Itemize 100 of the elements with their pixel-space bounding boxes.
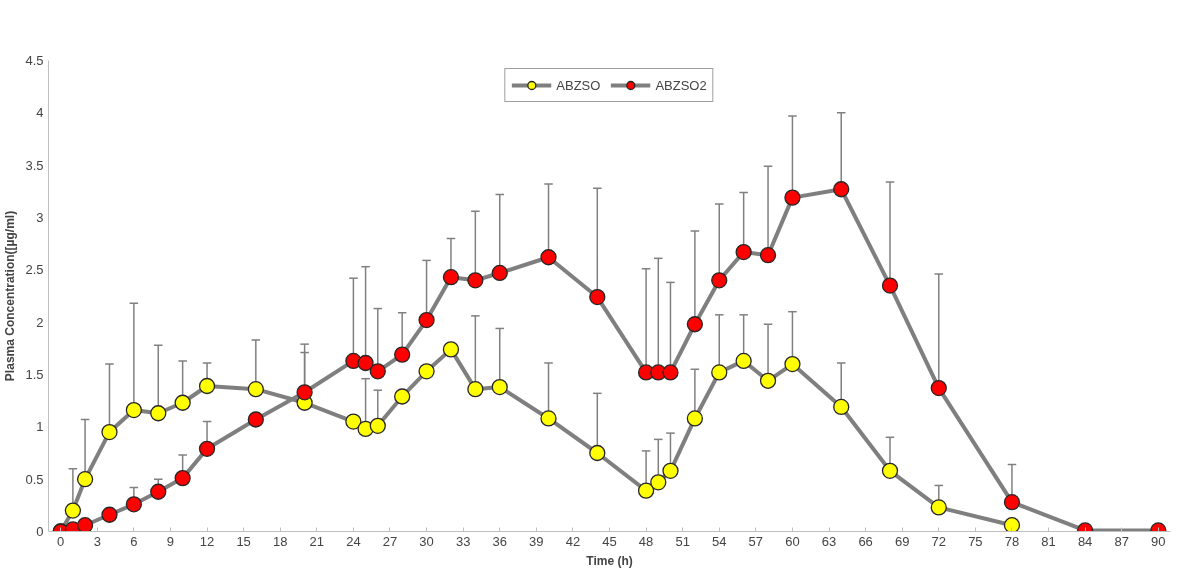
x-tick-label: 0 bbox=[57, 533, 65, 549]
x-tick-label: 15 bbox=[236, 533, 251, 549]
x-tick-label: 48 bbox=[638, 533, 654, 549]
x-tick-label: 33 bbox=[455, 533, 471, 549]
point bbox=[64, 502, 82, 519]
point bbox=[637, 482, 655, 499]
point bbox=[930, 499, 947, 516]
point bbox=[418, 363, 435, 380]
point bbox=[442, 269, 460, 286]
x-tick-label: 30 bbox=[419, 533, 434, 549]
y-axis-title: Plasma Concentration([µg/ml) bbox=[3, 210, 18, 382]
point bbox=[589, 444, 606, 462]
point bbox=[735, 243, 752, 261]
y-tick-label: 0.5 bbox=[25, 471, 44, 487]
point bbox=[394, 388, 411, 405]
x-tick-label: 36 bbox=[492, 533, 507, 549]
point bbox=[174, 469, 191, 487]
x-tick-label: 9 bbox=[166, 533, 175, 549]
x-tick-label: 12 bbox=[199, 533, 215, 549]
point bbox=[1003, 494, 1021, 511]
point bbox=[491, 378, 508, 396]
y-tick-label: 3.5 bbox=[25, 157, 44, 173]
point bbox=[296, 384, 313, 401]
point bbox=[540, 249, 557, 266]
point bbox=[369, 417, 386, 434]
x-tick-label: 63 bbox=[821, 533, 837, 549]
point bbox=[345, 413, 362, 430]
point bbox=[394, 346, 411, 363]
point bbox=[174, 394, 191, 411]
x-tick-label: 51 bbox=[675, 533, 690, 549]
point bbox=[759, 247, 777, 264]
point bbox=[833, 398, 850, 416]
point bbox=[76, 471, 94, 488]
point bbox=[686, 410, 704, 427]
y-tick-label: 4 bbox=[36, 105, 44, 121]
x-tick-label: 18 bbox=[272, 533, 288, 549]
point bbox=[735, 352, 752, 370]
y-tick-label: 2 bbox=[36, 314, 44, 330]
x-tick-label: 3 bbox=[93, 533, 101, 549]
point bbox=[357, 354, 374, 372]
x-tick-label: 75 bbox=[968, 533, 983, 549]
point bbox=[418, 311, 435, 329]
point bbox=[247, 381, 264, 398]
point bbox=[540, 410, 557, 427]
point bbox=[125, 496, 143, 513]
x-tick-label: 39 bbox=[529, 533, 544, 549]
point bbox=[711, 364, 728, 381]
y-tick-label: 2.5 bbox=[25, 262, 44, 278]
point bbox=[881, 277, 899, 294]
point bbox=[76, 517, 94, 532]
point bbox=[467, 272, 484, 289]
x-tick-label: 90 bbox=[1151, 533, 1166, 549]
point bbox=[930, 379, 947, 397]
x-tick-label: 66 bbox=[858, 533, 873, 549]
x-tick-label: 57 bbox=[748, 533, 764, 549]
point bbox=[150, 483, 167, 500]
point bbox=[442, 341, 460, 358]
x-tick-label: 24 bbox=[346, 533, 361, 549]
x-tick-label: 78 bbox=[1004, 533, 1020, 549]
point bbox=[650, 474, 667, 491]
point bbox=[101, 423, 118, 441]
x-tick-label: 60 bbox=[785, 533, 800, 549]
y-tick-label: 1.5 bbox=[25, 367, 44, 382]
x-tick-label: 6 bbox=[130, 533, 138, 549]
point bbox=[662, 364, 679, 381]
x-tick-label: 69 bbox=[894, 533, 910, 549]
x-tick-label: 21 bbox=[309, 533, 325, 549]
y-tick-label: 3 bbox=[36, 210, 44, 225]
point bbox=[784, 189, 801, 206]
point bbox=[198, 377, 216, 395]
x-tick-label: 42 bbox=[565, 533, 581, 549]
point bbox=[833, 181, 850, 198]
point bbox=[491, 264, 508, 282]
point bbox=[881, 462, 899, 479]
y-tick-label: 4.5 bbox=[25, 53, 44, 68]
point bbox=[686, 316, 704, 333]
x-tick-label: 45 bbox=[602, 533, 617, 549]
x-tick-label: 87 bbox=[1114, 533, 1129, 549]
legend-label: ABZSO bbox=[556, 77, 601, 93]
point bbox=[150, 405, 167, 422]
y-tick-label: 1 bbox=[36, 419, 44, 435]
point bbox=[467, 381, 484, 398]
x-tick-label: 81 bbox=[1041, 533, 1056, 549]
point bbox=[711, 272, 728, 289]
point bbox=[589, 288, 606, 306]
point bbox=[759, 372, 777, 389]
x-axis-title: Time (h) bbox=[586, 553, 633, 568]
point bbox=[369, 363, 386, 380]
x-tick-label: 27 bbox=[382, 533, 398, 549]
point bbox=[198, 440, 216, 457]
point bbox=[247, 411, 264, 428]
point bbox=[125, 401, 143, 419]
point bbox=[662, 462, 679, 479]
point bbox=[1003, 517, 1021, 532]
point bbox=[784, 355, 801, 373]
legend-label: ABZSO2 bbox=[655, 77, 707, 93]
x-tick-label: 72 bbox=[931, 533, 947, 549]
point bbox=[101, 506, 118, 523]
x-tick-label: 54 bbox=[712, 533, 727, 549]
x-tick-label: 84 bbox=[1077, 533, 1093, 549]
